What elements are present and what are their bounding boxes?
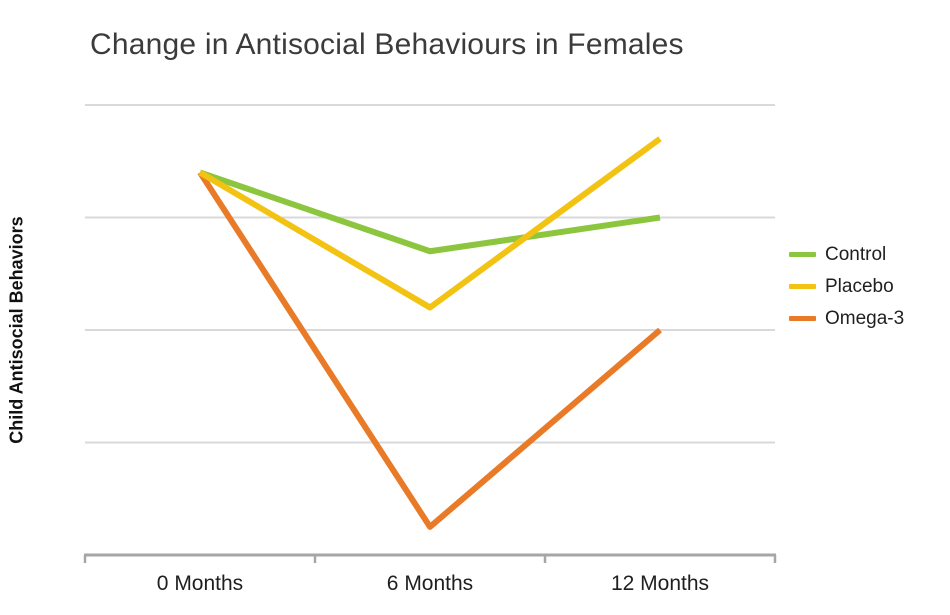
x-tick-label-12-months: 12 Months <box>610 572 710 595</box>
legend-item-omega3: Omega-3 <box>789 306 904 331</box>
legend: Control Placebo Omega-3 <box>789 242 904 331</box>
x-tick-label-6-months: 6 Months <box>386 572 474 595</box>
legend-item-control: Control <box>789 242 904 267</box>
x-tick-label-0-months: 0 Months <box>156 572 244 595</box>
legend-swatch-control-icon <box>789 252 816 257</box>
legend-swatch-omega3-icon <box>789 316 816 321</box>
legend-label-omega3: Omega-3 <box>825 307 905 329</box>
series-line-placebo <box>198 136 662 311</box>
legend-label-placebo: Placebo <box>825 275 894 297</box>
legend-swatch-placebo-icon <box>789 284 816 289</box>
series-line-omega3 <box>197 170 662 530</box>
series-line-control <box>199 169 661 255</box>
legend-label-control: Control <box>825 243 887 265</box>
legend-item-placebo: Placebo <box>789 274 904 299</box>
chart-title: Change in Antisocial Behaviours in Femal… <box>90 28 684 61</box>
